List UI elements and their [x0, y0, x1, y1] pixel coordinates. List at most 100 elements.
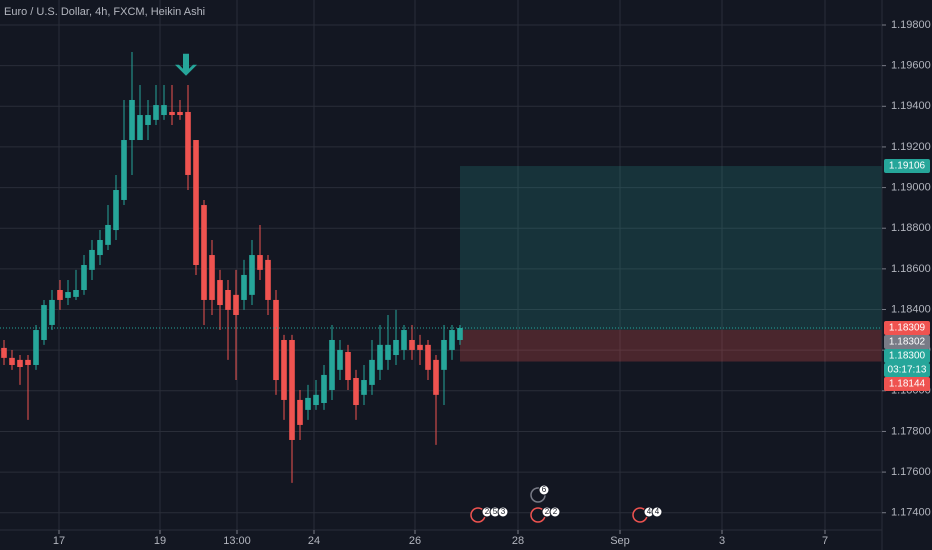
event-badge: [549, 506, 561, 518]
y-tick-label: 1.19400: [891, 100, 931, 112]
chart-title: Euro / U.S. Dollar, 4h, FXCM, Heikin Ash…: [4, 6, 205, 18]
event-badge-label: 2: [545, 507, 550, 516]
candle-body: [233, 294, 239, 315]
price-label-bg: [884, 376, 930, 391]
candle-body: [97, 240, 103, 256]
y-tick-label: 1.17600: [891, 466, 931, 478]
candle-body: [57, 289, 63, 300]
candle-body: [17, 359, 23, 368]
candle-body: [297, 399, 303, 425]
signal-arrow: [175, 53, 197, 76]
candle-body: [217, 280, 223, 306]
candle-body: [385, 344, 391, 360]
event-badge-label: 4: [647, 507, 652, 516]
candle-body: [265, 259, 271, 300]
event-badge-label: 6: [542, 485, 547, 494]
candle-body: [201, 205, 207, 300]
candle-body: [401, 330, 407, 350]
candle-body: [425, 344, 431, 370]
price-label: 1.19106: [889, 161, 926, 172]
position: [460, 166, 882, 362]
price-label-bg: [884, 348, 930, 363]
candle-body: [225, 289, 231, 310]
x-tick-label: 3: [719, 535, 725, 547]
candle-body: [433, 359, 439, 395]
y-tick-label: 1.19000: [891, 181, 931, 193]
event-badge-label: 2: [485, 507, 490, 516]
y-tick-label: 1.19600: [891, 60, 931, 72]
candle-body: [9, 357, 15, 365]
x-tick-label: 19: [154, 535, 166, 547]
candle-body: [273, 299, 279, 381]
candle-body: [81, 265, 87, 290]
candle-body: [337, 349, 343, 370]
candle-body: [41, 305, 47, 340]
y-tick-label: 1.18600: [891, 263, 931, 275]
candle-body: [441, 339, 447, 370]
candle-body: [169, 111, 175, 116]
candle-body: [185, 111, 191, 175]
x-tick-label: 26: [409, 535, 421, 547]
candle-body: [241, 274, 247, 300]
candle-body: [113, 190, 119, 231]
price-label-bg: [884, 320, 930, 335]
candle-body: [89, 249, 95, 270]
candle-body: [345, 351, 351, 381]
candle-body: [33, 330, 39, 365]
candle-body: [129, 99, 135, 141]
y-tick-label: 1.17400: [891, 507, 931, 519]
candle-body: [177, 111, 183, 116]
y-tick-label: 1.19800: [891, 19, 931, 31]
y-tick-label: 1.17800: [891, 425, 931, 437]
candle-body: [73, 289, 79, 297]
candle-body: [457, 327, 463, 340]
candle-body: [193, 140, 199, 265]
candle-body: [329, 339, 335, 390]
x-tick-label: 28: [512, 535, 524, 547]
candle-body: [313, 394, 319, 406]
candle-body: [361, 380, 367, 395]
x-tick-label: Sep: [610, 535, 630, 547]
candle-body: [137, 115, 143, 141]
candle-body: [257, 255, 263, 270]
loss-zone: [460, 329, 882, 362]
candle-body: [121, 140, 127, 200]
candle-body: [289, 339, 295, 440]
x-tick-label: 17: [53, 535, 65, 547]
price-label: 03:17:13: [888, 365, 927, 376]
candle-body: [161, 105, 167, 116]
x-tick-label: 13:00: [223, 535, 251, 547]
y-tick-label: 1.19200: [891, 141, 931, 153]
x-tick-label: 7: [822, 535, 828, 547]
candle-body: [281, 339, 287, 400]
candle-body: [65, 292, 71, 298]
y-tick-label: 1.18400: [891, 303, 931, 315]
candle-body: [377, 344, 383, 370]
event-badge-label: 2: [553, 507, 558, 516]
candle-body: [321, 374, 327, 403]
profit-zone: [460, 166, 882, 330]
price-label: 1.18144: [889, 379, 926, 390]
candle-body: [153, 105, 159, 120]
event-badge: [538, 484, 550, 496]
candle-body: [353, 377, 359, 406]
candle-body: [49, 299, 55, 325]
candle-body: [369, 359, 375, 385]
event-badge-label: 3: [501, 507, 506, 516]
candle-body: [1, 347, 7, 358]
x-tick-label: 24: [308, 535, 320, 547]
grid: [0, 0, 882, 530]
candle-body: [105, 224, 111, 245]
y-tick-label: 1.18800: [891, 222, 931, 234]
candle-body: [393, 339, 399, 356]
price-label-bg: [884, 362, 930, 377]
event-badge: [651, 506, 663, 518]
candle-body: [449, 330, 455, 350]
event-badge-label: 4: [655, 507, 660, 516]
candle-body: [409, 339, 415, 350]
candle-body: [209, 255, 215, 300]
price-label-bg: [884, 334, 930, 349]
